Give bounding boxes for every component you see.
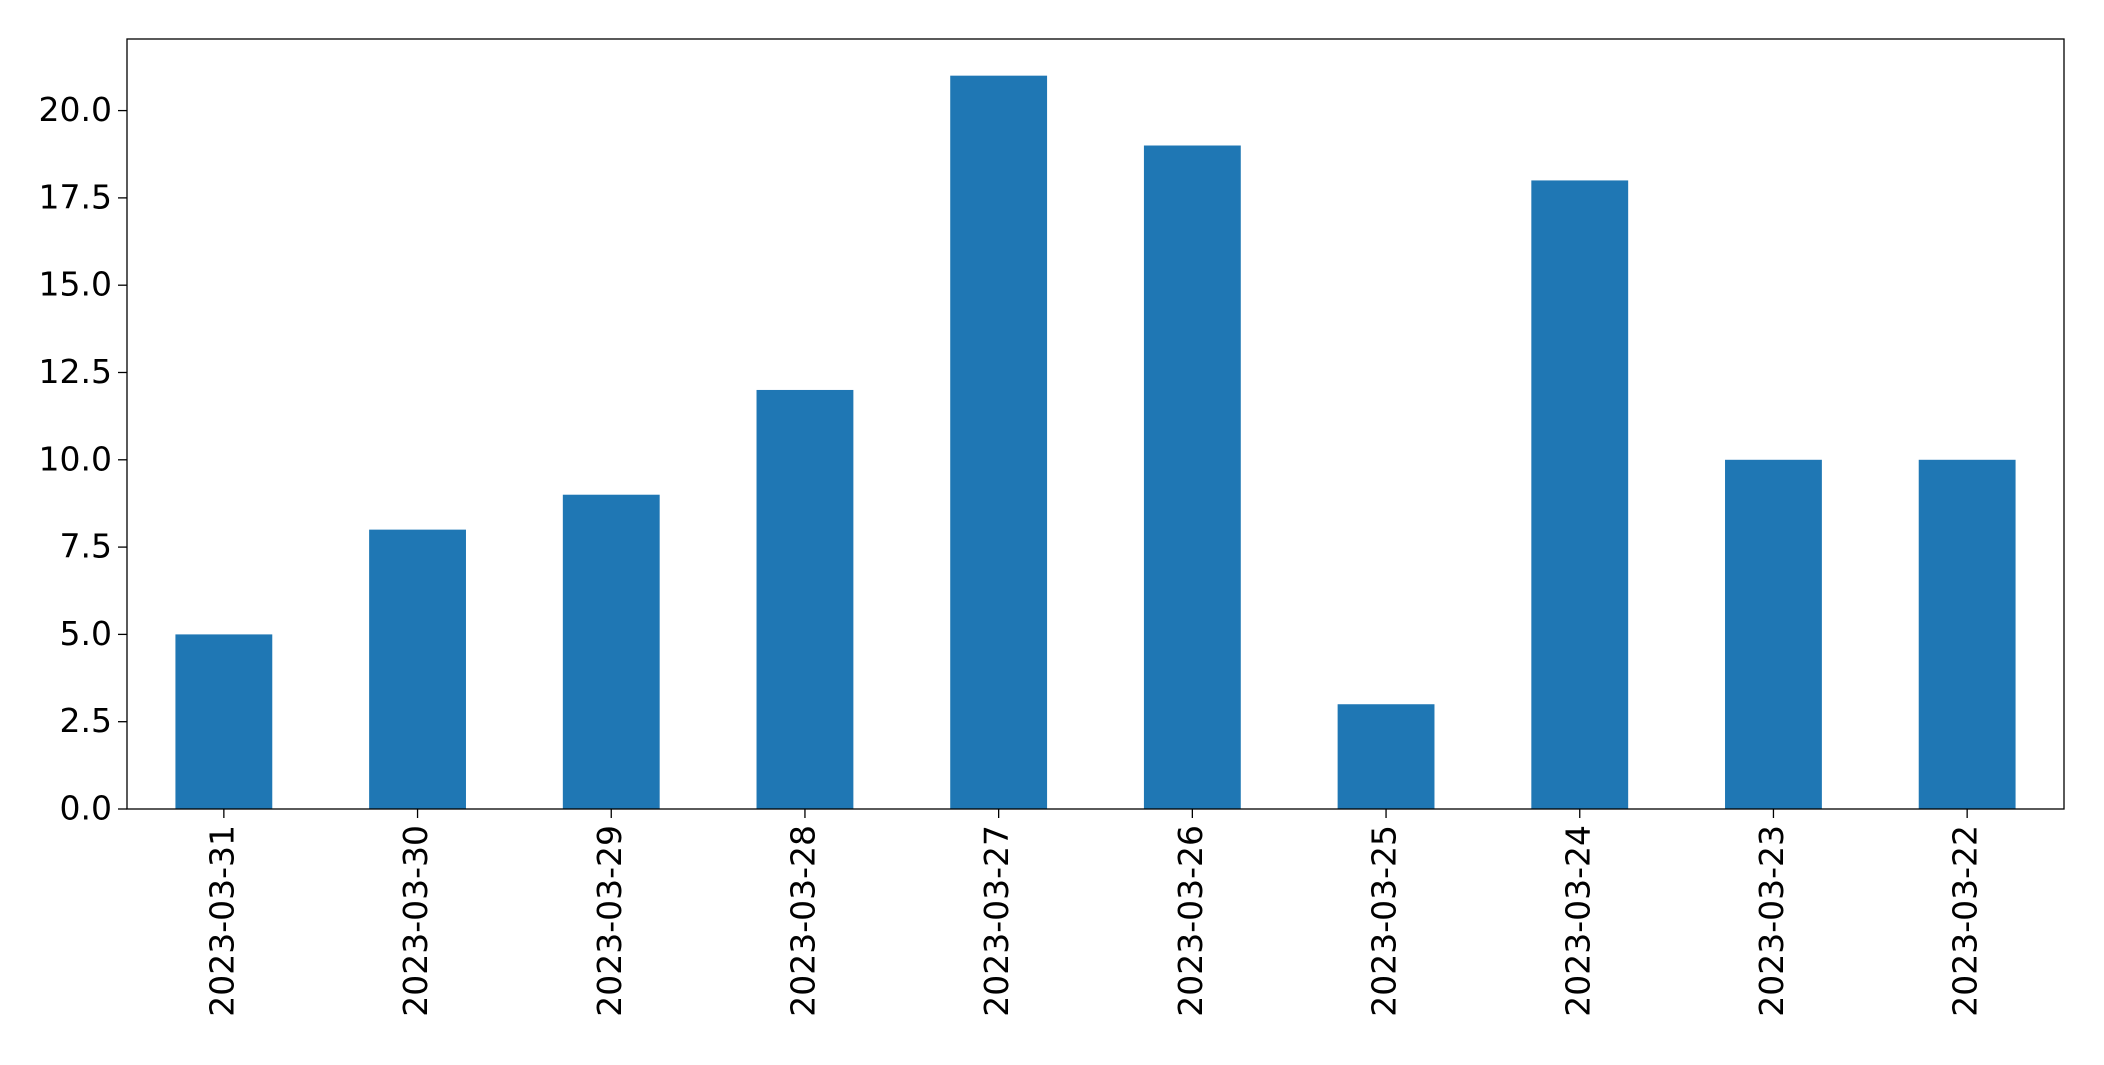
bar [756,389,854,809]
y-tick-label: 12.5 [39,352,112,391]
bar [950,75,1048,809]
bar [562,494,660,809]
x-tick-label: 2023-03-31 [202,825,241,1017]
x-tick-label: 2023-03-27 [977,825,1016,1017]
x-tick-label: 2023-03-25 [1365,825,1404,1017]
bar [1337,704,1435,809]
bar [1725,459,1822,809]
x-tick-label: 2023-03-22 [1946,825,1985,1017]
y-tick-label: 20.0 [39,90,112,129]
x-tick-label: 2023-03-24 [1558,825,1597,1017]
y-tick-label: 7.5 [60,527,112,566]
bar [1143,145,1241,809]
x-tick-label: 2023-03-26 [1171,825,1210,1017]
y-tick-label: 2.5 [60,701,112,740]
bar [175,634,273,809]
y-tick-label: 0.0 [60,789,112,828]
bar [1918,459,2016,809]
y-tick-label: 10.0 [39,439,112,478]
y-tick-label: 5.0 [60,614,112,653]
y-tick-label: 15.0 [39,265,112,304]
bar [369,529,466,809]
plot-frame [126,38,2065,810]
x-tick-label: 2023-03-30 [396,825,435,1017]
x-tick-label: 2023-03-29 [590,825,629,1017]
y-tick-label: 17.5 [39,177,112,216]
x-tick-label: 2023-03-28 [783,825,822,1017]
bar [1531,180,1629,809]
x-tick-label: 2023-03-23 [1752,825,1791,1017]
